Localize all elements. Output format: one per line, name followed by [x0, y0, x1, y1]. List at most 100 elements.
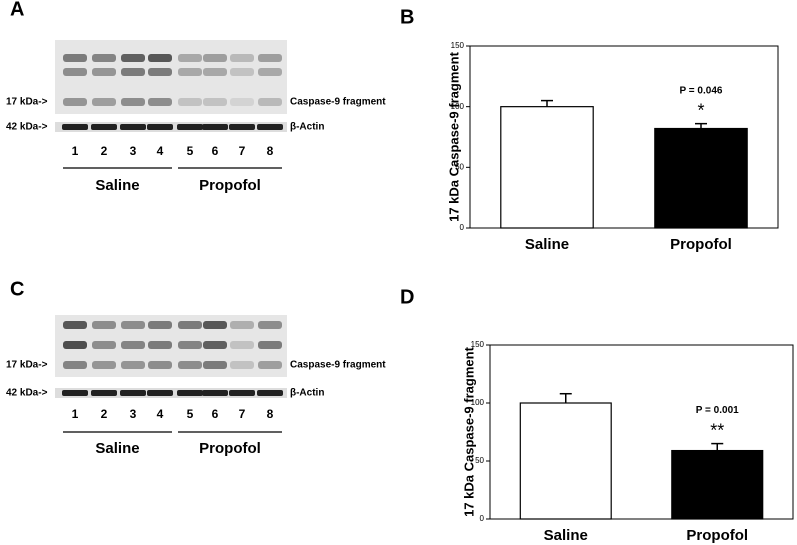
blot-band [178, 54, 202, 62]
actin-band [147, 124, 173, 130]
blot-band [92, 54, 116, 62]
actin-band [147, 390, 173, 396]
blot-band [230, 341, 254, 349]
blot-band [203, 54, 227, 62]
p-value: P = 0.046 [680, 85, 723, 96]
blot-band [63, 68, 87, 76]
x-tick-label: Saline [525, 236, 569, 253]
blot-band [178, 68, 202, 76]
blot-band [121, 341, 145, 349]
blot-band [230, 98, 254, 106]
actin-band [120, 390, 146, 396]
actin-band [62, 124, 88, 130]
blot-band [258, 361, 282, 369]
blot-band [258, 321, 282, 329]
marker-label: 42 kDa-> [6, 388, 48, 399]
y-axis-label: 17 kDa Caspase-9 fragment [461, 346, 476, 516]
y-tick-label: 50 [475, 456, 484, 465]
y-tick-label: 0 [460, 223, 465, 232]
band-label: β-Actin [290, 388, 324, 399]
blot-band [203, 98, 227, 106]
y-tick-label: 50 [455, 162, 464, 171]
actin-band [229, 124, 255, 130]
blot-band [148, 54, 172, 62]
blot-band [203, 341, 227, 349]
x-tick-label: Saline [544, 527, 588, 544]
blot-band [230, 321, 254, 329]
marker-label: 17 kDa-> [6, 97, 48, 108]
actin-band [202, 390, 228, 396]
plot-frame [469, 45, 779, 229]
actin-band [257, 124, 283, 130]
y-tick-label: 150 [451, 41, 465, 50]
blot-band [148, 341, 172, 349]
lane-number: 2 [101, 144, 108, 158]
y-tick-label: 150 [471, 340, 485, 349]
actin-band [177, 124, 203, 130]
group-label: Saline [95, 440, 139, 457]
x-tick-label: Propofol [670, 236, 732, 253]
y-tick-label: 100 [451, 102, 465, 111]
bar [500, 106, 594, 229]
y-tick-label: 100 [471, 398, 485, 407]
lane-number: 4 [157, 144, 164, 158]
blot-band [148, 361, 172, 369]
blot-band [258, 68, 282, 76]
lane-number: 8 [267, 407, 274, 421]
blot-band [203, 361, 227, 369]
blot-band [148, 98, 172, 106]
blot-band [178, 321, 202, 329]
marker-label: 17 kDa-> [6, 360, 48, 371]
actin-band [91, 390, 117, 396]
blot-band [230, 68, 254, 76]
panel-label: A [10, 0, 24, 20]
blot-band [121, 361, 145, 369]
lane-number: 3 [130, 407, 137, 421]
blot-band [203, 68, 227, 76]
lane-number: 7 [239, 144, 246, 158]
lane-number: 2 [101, 407, 108, 421]
panel-label: B [400, 6, 414, 28]
band-label: Caspase-9 fragment [290, 360, 386, 371]
blot-band [63, 361, 87, 369]
actin-band [120, 124, 146, 130]
lane-number: 4 [157, 407, 164, 421]
significance: * [697, 100, 704, 120]
blot-band [121, 68, 145, 76]
blot-band [92, 68, 116, 76]
blot-band [121, 321, 145, 329]
lane-number: 5 [187, 144, 194, 158]
group-label: Propofol [199, 440, 261, 457]
blot-band [178, 98, 202, 106]
blot-band [258, 341, 282, 349]
blot-band [258, 98, 282, 106]
blot-band [63, 321, 87, 329]
actin-band [257, 390, 283, 396]
panel-label: D [400, 286, 414, 308]
blot-band [121, 54, 145, 62]
lane-number: 6 [212, 144, 219, 158]
p-value: P = 0.001 [696, 405, 739, 416]
blot-band [203, 321, 227, 329]
band-label: Caspase-9 fragment [290, 97, 386, 108]
actin-band [62, 390, 88, 396]
group-label: Saline [95, 177, 139, 194]
actin-band [202, 124, 228, 130]
blot-band [230, 54, 254, 62]
blot-band [178, 341, 202, 349]
actin-band [91, 124, 117, 130]
marker-label: 42 kDa-> [6, 122, 48, 133]
actin-band [177, 390, 203, 396]
blot-band [148, 321, 172, 329]
lane-number: 3 [130, 144, 137, 158]
lane-number: 5 [187, 407, 194, 421]
bar [654, 127, 748, 229]
y-tick-label: 0 [480, 514, 485, 523]
blot-band [92, 361, 116, 369]
lane-number: 1 [72, 407, 79, 421]
blot-band [230, 361, 254, 369]
lane-number: 8 [267, 144, 274, 158]
actin-band [229, 390, 255, 396]
significance: ** [710, 420, 724, 440]
